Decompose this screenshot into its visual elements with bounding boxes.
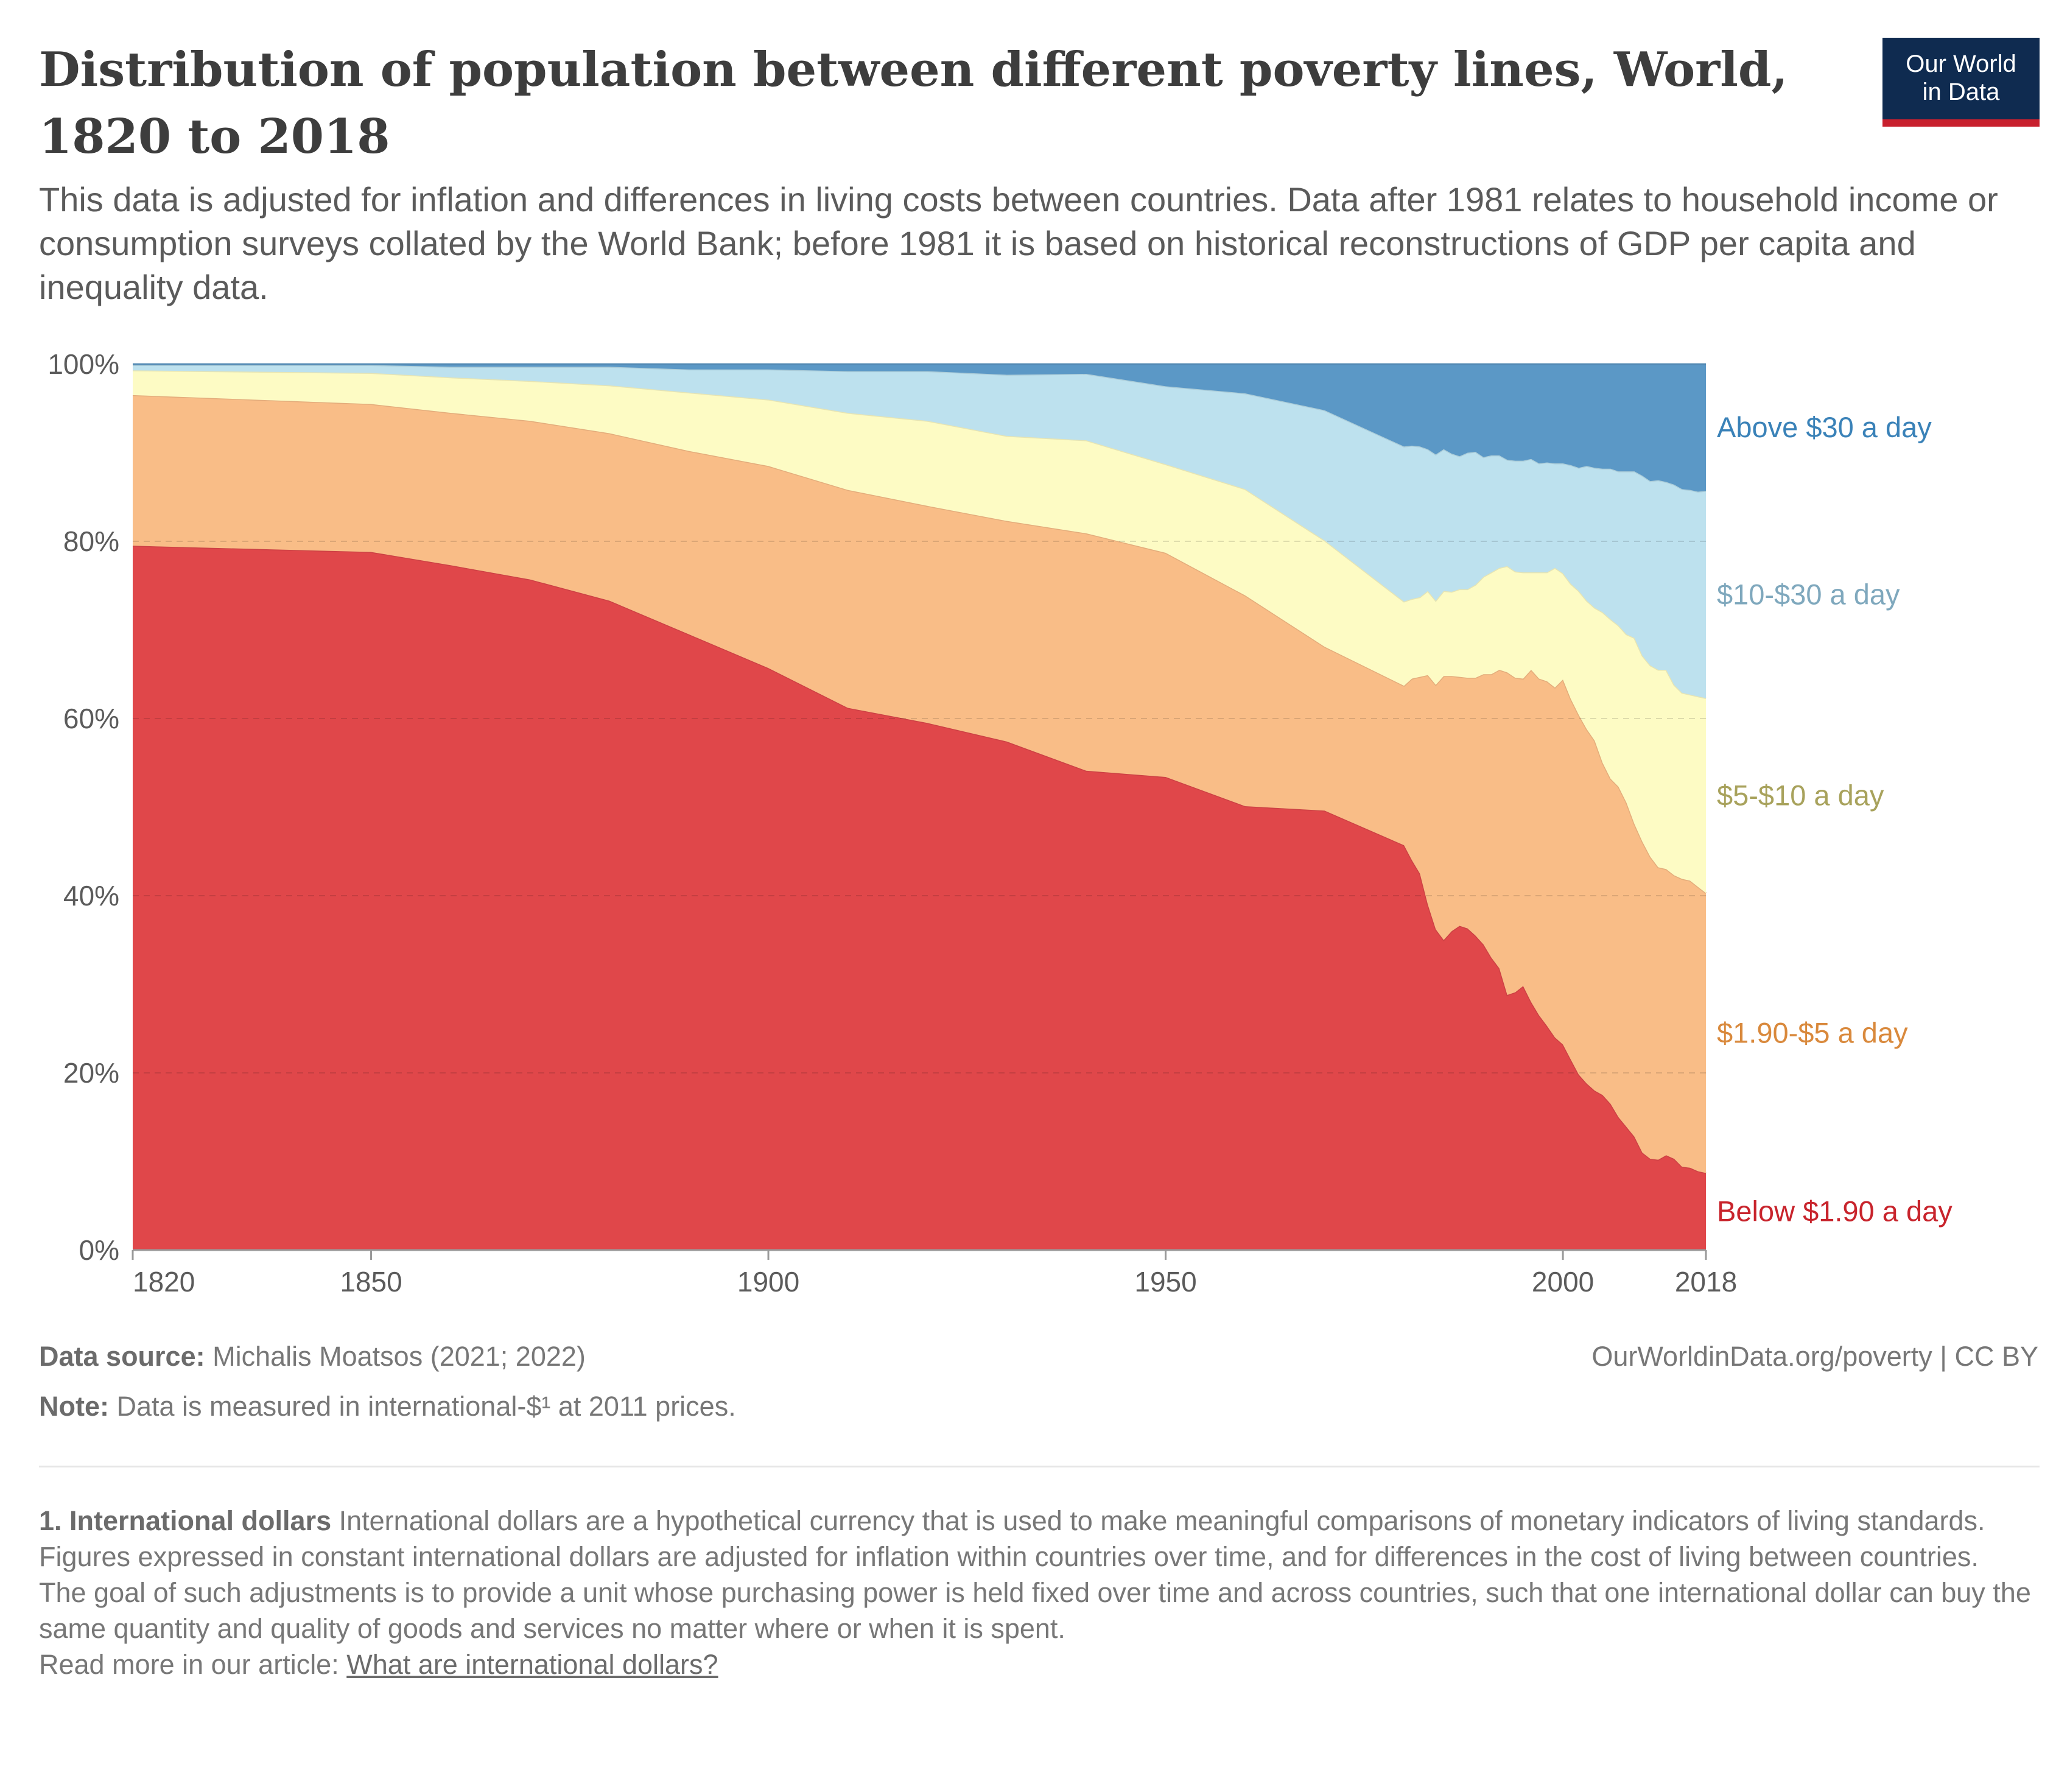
area-below-1-90-a-day (133, 546, 1706, 1250)
x-tick-label: 2018 (1675, 1266, 1737, 1298)
area-above-30-a-day (133, 364, 1706, 492)
footer-divider (39, 1466, 2040, 1467)
note-label: Note: (39, 1391, 109, 1422)
y-tick-label: 20% (63, 1057, 119, 1089)
x-tick-label: 1950 (1134, 1266, 1196, 1298)
x-tick-label: 2000 (1532, 1266, 1594, 1298)
footnote-1: 1. International dollars International d… (39, 1503, 2040, 1539)
source-text: Michalis Moatsos (2021; 2022) (212, 1341, 586, 1372)
footnotes: 1. International dollars International d… (39, 1503, 2040, 1682)
series-label-below-1-90-a-day: Below $1.90 a day (1717, 1195, 1952, 1228)
area-10-30-a-day (133, 365, 1706, 698)
logo-line-2: in Data (1922, 79, 2000, 105)
source-label: Data source: (39, 1341, 205, 1372)
chart-subtitle: This data is adjusted for inflation and … (39, 180, 1998, 306)
read-more-text: Read more in our article: (39, 1649, 339, 1680)
chart-title: Distribution of population between diffe… (39, 42, 1788, 164)
note-text: Data is measured in international-$¹ at … (116, 1391, 736, 1422)
x-tick-label: 1850 (340, 1266, 402, 1298)
y-tick-label: 40% (63, 880, 119, 912)
y-tick-label: 60% (63, 703, 119, 734)
x-tick-label: 1820 (133, 1266, 195, 1298)
area-5-10-a-day (133, 370, 1706, 893)
international-dollars-link[interactable]: What are international dollars? (346, 1649, 718, 1680)
owid-logo[interactable]: Our World in Data (1882, 38, 2040, 127)
y-tick-label: 100% (47, 348, 119, 380)
source-url[interactable]: OurWorldinData.org/poverty | CC BY (1591, 1341, 2038, 1372)
footnote-heading: 1. International dollars (39, 1505, 332, 1536)
footnote-p1: International dollars are a hypothetical… (339, 1505, 1985, 1536)
logo-line-1: Our World (1906, 51, 2016, 77)
y-tick-label: 0% (79, 1234, 119, 1266)
read-more: Read more in our article: What are inter… (39, 1646, 2040, 1682)
footnote-p2: Figures expressed in constant internatio… (39, 1541, 1979, 1572)
footnote-p3: The goal of such adjustments is to provi… (39, 1577, 2031, 1644)
stacked-area-chart: Below $1.90 a day $1.90-$5 a day $5-$10 a … (47, 348, 1952, 1298)
series-label-10-30-a-day: $10-$30 a day (1717, 578, 1900, 610)
series-label-5-10-a-day: $5-$10 a day (1717, 779, 1884, 812)
x-tick-label: 1900 (737, 1266, 799, 1298)
y-tick-label: 80% (63, 525, 119, 557)
series-label-above-30-a-day: Above $30 a day (1717, 411, 1932, 443)
data-source: Data source: Michalis Moatsos (2021; 202… (39, 1338, 586, 1375)
data-note: Note: Data is measured in international-… (39, 1388, 736, 1425)
area-1-90-5-a-day (133, 395, 1706, 1173)
series-label-1-90-5-a-day: $1.90-$5 a day (1717, 1017, 1908, 1049)
